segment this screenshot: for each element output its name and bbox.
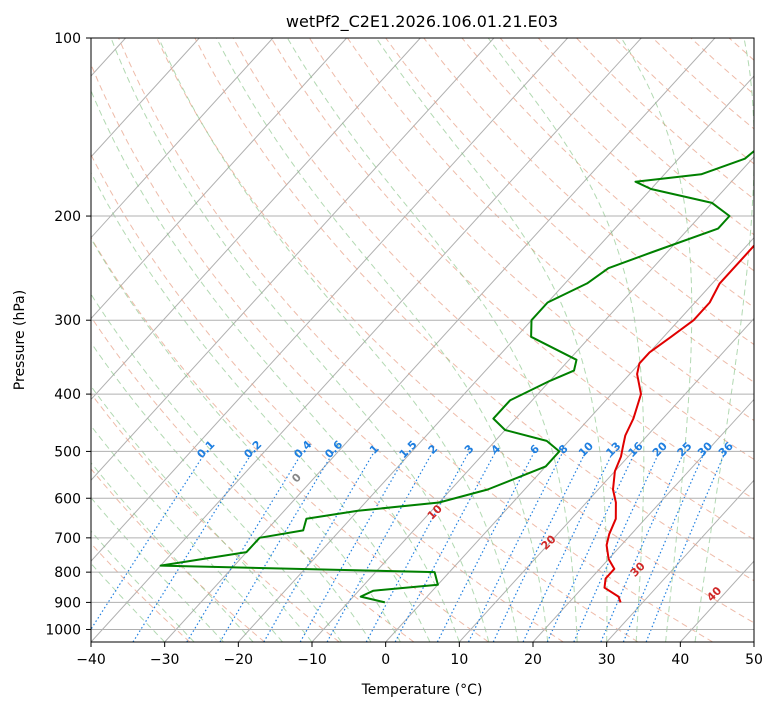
mixing-ratio-line	[91, 451, 207, 631]
x-tick-label: 40	[671, 652, 689, 668]
x-tick-label: −10	[297, 652, 327, 668]
y-axis-label: Pressure (hPa)	[12, 290, 28, 390]
moist-adiabat-line	[91, 237, 401, 642]
isotherm-line	[91, 38, 274, 239]
profile-lines	[159, 149, 754, 604]
background-lines	[91, 38, 754, 642]
mixing-ratio-line	[622, 451, 706, 642]
dry-adiabat-line	[308, 38, 754, 461]
dry-adiabat-line	[347, 38, 754, 422]
dry-adiabat-line	[156, 38, 754, 624]
dry-adiabat-line	[232, 38, 754, 541]
y-tick-label: 200	[54, 209, 81, 225]
x-tick-label: 20	[524, 652, 542, 668]
y-tick-label: 600	[54, 491, 81, 507]
dry-adiabat-line	[194, 38, 754, 582]
x-tick-label: 0	[381, 652, 390, 668]
x-tick-label: −40	[76, 652, 106, 668]
moist-adiabat-line	[91, 341, 342, 642]
dry-adiabat-line	[91, 153, 564, 642]
moist-adiabat-line	[91, 89, 460, 642]
plot-frame	[90, 37, 755, 643]
temperature-profile-line	[603, 244, 754, 603]
y-tick-label: 800	[54, 565, 81, 581]
isotherm-line	[91, 38, 421, 401]
isotherm-line	[237, 75, 754, 642]
chart-title: wetPf2_C2E1.2026.106.01.21.E03	[286, 12, 558, 32]
isotherm-line	[385, 236, 754, 642]
x-axis-label: Temperature (°C)	[361, 682, 483, 698]
x-tick-label: 30	[598, 652, 616, 668]
dewpoint-profile-line	[159, 149, 754, 604]
dry-adiabat-line	[270, 38, 754, 500]
moist-adiabat-line	[91, 293, 372, 642]
moist-adiabat-line	[620, 38, 693, 642]
x-tick-label: 50	[745, 652, 763, 668]
mixing-ratio-line	[326, 451, 434, 642]
moist-adiabat-line	[91, 385, 313, 642]
isotherm-line	[606, 479, 754, 642]
isotherm-line	[91, 38, 495, 482]
dry-adiabat-line	[118, 38, 713, 642]
mixing-ratio-line	[365, 451, 470, 642]
moist-adiabat-line	[215, 38, 549, 642]
dry-adiabat-line	[91, 63, 639, 642]
y-axis-ticks: 100 200 300 400 500 600 700 800 900 1000	[45, 31, 91, 638]
y-tick-label: 900	[54, 595, 81, 611]
mixing-ratio-line	[645, 451, 727, 642]
moist-adiabat-line	[286, 38, 578, 642]
y-tick-label: 400	[54, 387, 81, 403]
moist-adiabat-line	[694, 38, 754, 642]
x-tick-label: −30	[150, 652, 180, 668]
y-tick-label: 300	[54, 313, 81, 329]
moist-adiabat-line	[375, 38, 608, 642]
dry-adiabat-line	[91, 542, 191, 642]
moist-adiabat-line	[91, 171, 431, 642]
x-tick-label: 10	[450, 652, 468, 668]
isotherm-line	[458, 317, 754, 642]
isotherm-line	[91, 38, 568, 562]
x-tick-label: −20	[224, 652, 254, 668]
moist-adiabat-line	[487, 38, 645, 642]
isotherm-line	[91, 38, 200, 158]
x-axis-ticks: −40 −30 −20 −10 0 10 20 30 40 50	[76, 642, 763, 668]
isotherm-line	[532, 398, 754, 642]
mixing-ratio-line	[186, 451, 304, 642]
isotherm-line	[91, 38, 347, 320]
moist-adiabat-line	[158, 38, 519, 642]
y-tick-label: 700	[54, 531, 81, 547]
mixing-ratio-line	[299, 451, 409, 642]
mixing-ratio-line	[467, 451, 564, 642]
moist-adiabat-line	[110, 38, 490, 642]
y-tick-label: 500	[54, 444, 81, 460]
mixing-ratio-line	[573, 451, 661, 642]
mixing-ratio-line	[436, 451, 536, 642]
isotherm-line	[91, 38, 642, 642]
dry-adiabat-line	[91, 468, 265, 642]
y-tick-label: 100	[54, 31, 81, 47]
y-tick-label: 1000	[45, 622, 81, 638]
dry-adiabat-line	[91, 236, 489, 642]
mixing-ratio-line	[600, 451, 685, 642]
